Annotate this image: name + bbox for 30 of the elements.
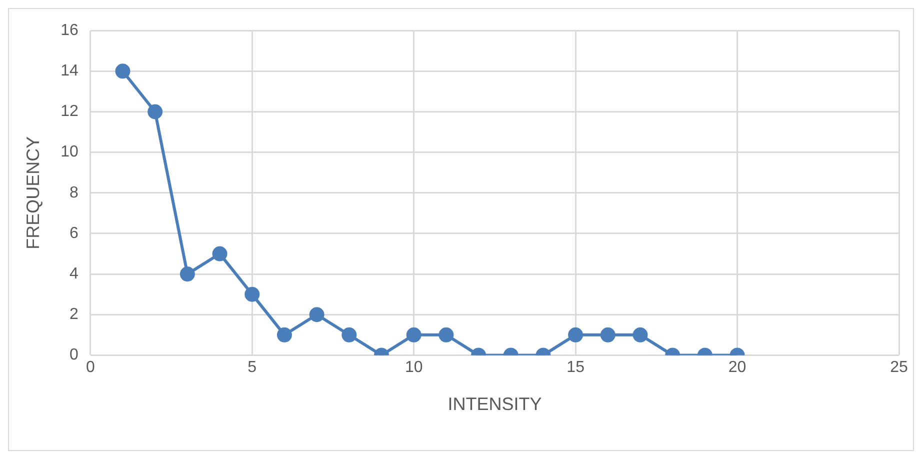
point xyxy=(115,64,130,79)
y-tick-label: 14 xyxy=(60,62,78,80)
point xyxy=(600,327,616,342)
point xyxy=(632,327,648,342)
x-tick-label: 15 xyxy=(566,359,585,376)
point xyxy=(568,327,584,342)
x-axis-title: INTENSITY xyxy=(448,394,542,414)
y-tick-label: 6 xyxy=(69,224,78,242)
point xyxy=(309,307,324,322)
y-tick-label: 0 xyxy=(69,346,78,364)
x-tick-label: 20 xyxy=(728,359,746,376)
point xyxy=(212,246,228,262)
y-tick-label: 4 xyxy=(69,265,78,282)
point xyxy=(244,286,260,302)
y-tick-label: 10 xyxy=(60,144,78,161)
point xyxy=(438,327,454,342)
point xyxy=(406,327,422,342)
y-axis-title: FREQUENCY xyxy=(22,136,43,250)
x-tick-label: 5 xyxy=(248,359,257,376)
y-tick-label: 12 xyxy=(60,103,78,120)
y-tick-label: 8 xyxy=(69,184,78,202)
x-tick-label: 10 xyxy=(404,359,423,376)
point xyxy=(180,266,195,282)
y-tick-label: 2 xyxy=(69,306,78,324)
point xyxy=(276,327,292,342)
y-tick-label: 16 xyxy=(60,22,78,40)
point xyxy=(342,327,357,342)
x-tick-label: 25 xyxy=(890,359,908,376)
x-tick-label: 0 xyxy=(86,359,95,376)
point xyxy=(148,104,163,120)
